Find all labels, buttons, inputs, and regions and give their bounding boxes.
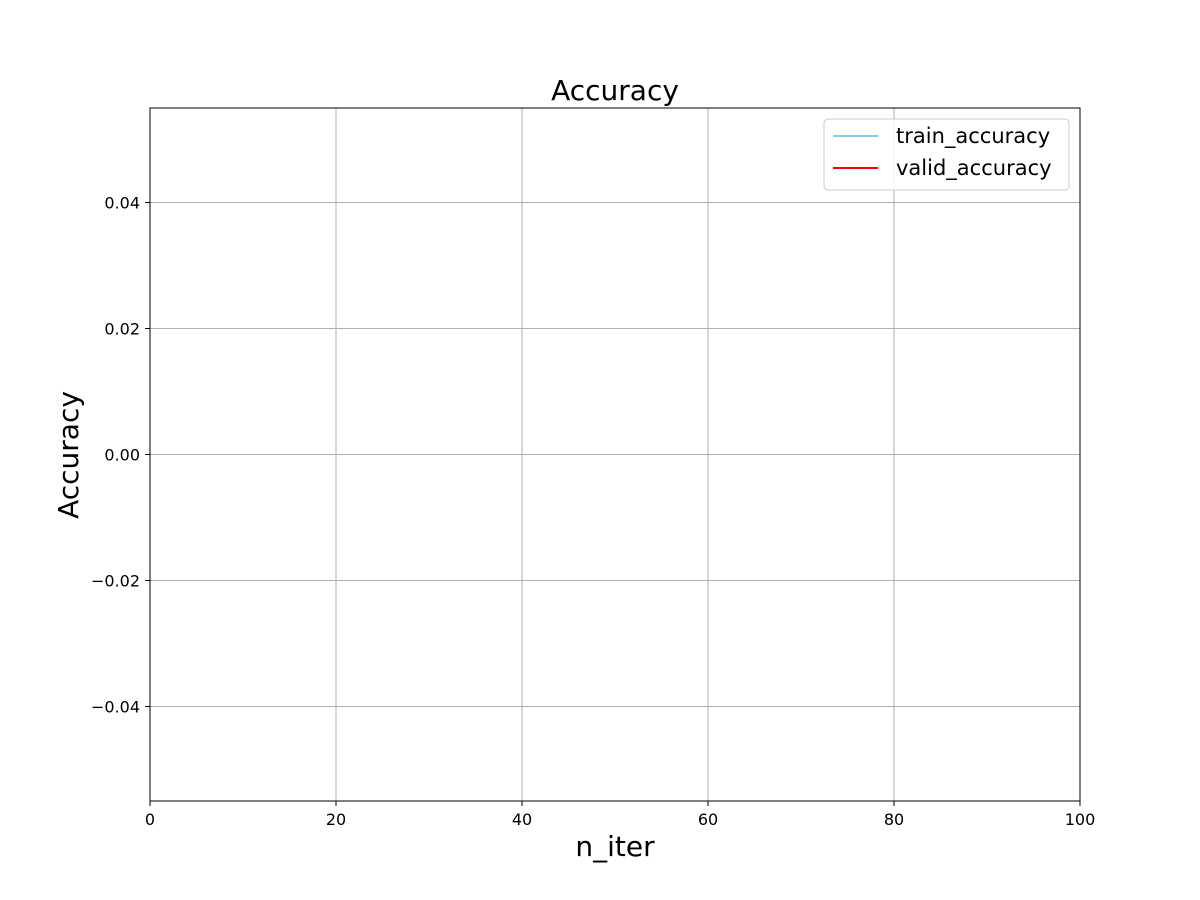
y-tick-label: −0.02: [91, 572, 140, 591]
legend: train_accuracy valid_accuracy: [823, 118, 1070, 191]
legend-frame: [823, 118, 1070, 191]
y-tick-label: 0.00: [104, 446, 140, 465]
y-tick-label: 0.02: [104, 320, 140, 339]
x-tick-label: 0: [145, 810, 155, 829]
y-tick-label: −0.04: [91, 698, 140, 717]
x-tick-label: 40: [512, 810, 532, 829]
y-tick-label: 0.04: [104, 194, 140, 213]
x-tick-label: 100: [1065, 810, 1096, 829]
legend-label-valid-accuracy: valid_accuracy: [896, 156, 1052, 181]
legend-label-train-accuracy: train_accuracy: [896, 124, 1050, 149]
y-axis-label: Accuracy: [52, 391, 85, 519]
x-tick-label: 60: [698, 810, 718, 829]
x-tick-label: 80: [884, 810, 904, 829]
x-axis-ticks: 0 20 40 60 80 100: [145, 801, 1095, 829]
y-axis-ticks: −0.04 −0.02 0.00 0.02 0.04: [91, 194, 150, 717]
x-axis-label: n_iter: [575, 830, 655, 863]
x-tick-label: 20: [326, 810, 346, 829]
chart-title: Accuracy: [551, 74, 679, 107]
